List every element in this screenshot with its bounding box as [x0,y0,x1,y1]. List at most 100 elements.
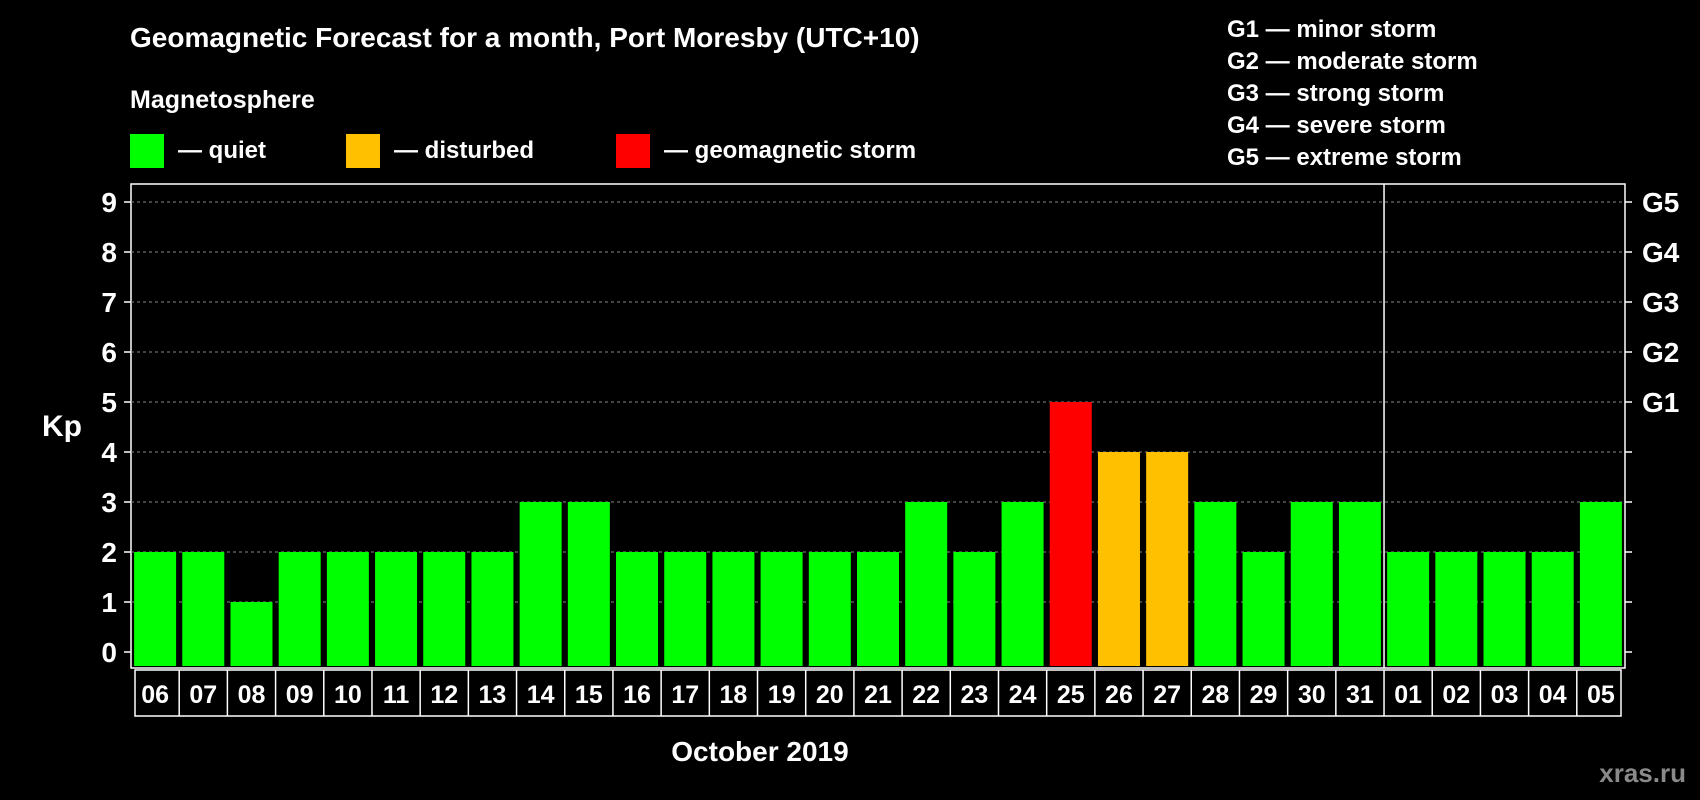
x-tick-label-13: 13 [479,681,507,709]
x-tick-label-20: 20 [816,681,844,709]
bar-15 [567,502,610,666]
bar-28 [1194,502,1237,666]
x-tick-label-17: 17 [671,681,699,709]
x-tick-label-04: 04 [1539,681,1567,709]
right-axis-label-g4: G4 [1642,237,1680,268]
watermark: xras.ru [1599,758,1686,788]
x-tick-label-09: 09 [286,681,314,709]
chart-title: Geomagnetic Forecast for a month, Port M… [130,22,920,53]
x-tick-label-27: 27 [1153,681,1181,709]
x-tick-label-15: 15 [575,681,603,709]
storm-scale-g1: G1 — minor storm [1227,16,1437,43]
x-tick-label-01: 01 [1394,681,1422,709]
bar-19 [760,552,803,666]
x-tick-label-22: 22 [912,681,940,709]
bar-21 [857,552,899,666]
y-axis-label: Kp [42,410,82,443]
x-tick-label-12: 12 [430,681,458,709]
x-tick-label-19: 19 [768,681,796,709]
bar-04 [1531,552,1574,666]
x-tick-label-30: 30 [1298,681,1326,709]
bar-08 [230,602,273,666]
bar-14 [519,502,562,666]
bar-10 [326,552,369,666]
bar-12 [423,552,466,666]
y-tick-label-8: 8 [101,237,117,268]
x-tick-label-10: 10 [334,681,362,709]
bar-18 [712,552,755,666]
x-tick-label-31: 31 [1346,681,1374,709]
x-tick-label-05: 05 [1587,681,1615,709]
bar-09 [278,552,321,666]
bar-22 [905,502,948,666]
legend-swatch-quiet [130,134,164,168]
y-tick-label-6: 6 [101,337,117,368]
x-tick-label-08: 08 [238,681,266,709]
x-tick-label-16: 16 [623,681,651,709]
bar-13 [471,552,514,666]
bar-26 [1097,452,1140,666]
bar-07 [182,552,225,666]
legend-label-disturbed: — disturbed [394,137,535,164]
y-tick-label-9: 9 [101,187,117,218]
legend-swatch-disturbed [346,134,380,168]
x-tick-label-24: 24 [1009,681,1037,709]
x-tick-label-07: 07 [189,681,217,709]
y-tick-label-2: 2 [101,537,117,568]
y-tick-label-3: 3 [101,487,117,518]
bar-24 [1001,502,1044,666]
legend-label-storm: — geomagnetic storm [664,137,917,164]
storm-scale-g5: G5 — extreme storm [1227,144,1462,171]
legend-item-storm: — geomagnetic storm [616,134,916,168]
x-tick-label-25: 25 [1057,681,1085,709]
bar-23 [953,552,996,666]
right-axis-label-g2: G2 [1642,337,1679,368]
storm-scale-legend: G1 — minor storm G2 — moderate storm G3 … [1227,14,1478,174]
x-tick-label-03: 03 [1491,681,1519,709]
y-tick-label-4: 4 [101,437,117,468]
y-tick-label-5: 5 [101,387,117,418]
bar-17 [664,552,707,666]
x-axis-label: October 2019 [671,736,849,767]
bar-20 [808,552,851,666]
x-tick-label-11: 11 [383,681,410,709]
bar-11 [375,552,418,666]
bar-27 [1146,452,1189,666]
right-axis-label-g3: G3 [1642,287,1679,318]
x-tick-label-18: 18 [720,681,748,709]
bar-29 [1242,552,1285,666]
x-tick-label-23: 23 [960,681,988,709]
x-tick-label-02: 02 [1442,681,1470,709]
x-tick-label-06: 06 [141,681,169,709]
bar-30 [1290,502,1333,666]
y-tick-label-7: 7 [101,287,117,318]
bar-03 [1483,552,1526,666]
x-tick-label-28: 28 [1201,681,1229,709]
bar-16 [616,552,659,666]
bar-31 [1338,502,1381,666]
plot-frame [130,183,1626,669]
bar-02 [1435,552,1478,666]
storm-scale-g3: G3 — strong storm [1227,80,1445,107]
x-tick-label-21: 21 [864,681,892,709]
x-tick-label-29: 29 [1250,681,1278,709]
bar-05 [1579,502,1622,666]
magnetosphere-legend-title: Magnetosphere [130,86,315,114]
x-tick-label-26: 26 [1105,681,1133,709]
legend-label-quiet: — quiet [178,137,266,164]
legend-item-quiet: — quiet [130,134,266,168]
right-axis-label-g5: G5 [1642,187,1679,218]
legend-item-disturbed: — disturbed [346,134,534,168]
y-tick-label-1: 1 [101,587,117,618]
storm-scale-g4: G4 — severe storm [1227,112,1446,139]
date-axis-frame [134,669,1622,717]
y-tick-label-0: 0 [101,637,117,668]
bar-01 [1387,552,1430,666]
legend-swatch-storm [616,134,650,168]
right-axis-label-g1: G1 [1642,387,1679,418]
x-tick-label-14: 14 [527,681,555,709]
bar-25 [1049,402,1092,666]
bar-06 [134,552,177,666]
storm-scale-g2: G2 — moderate storm [1227,48,1478,75]
